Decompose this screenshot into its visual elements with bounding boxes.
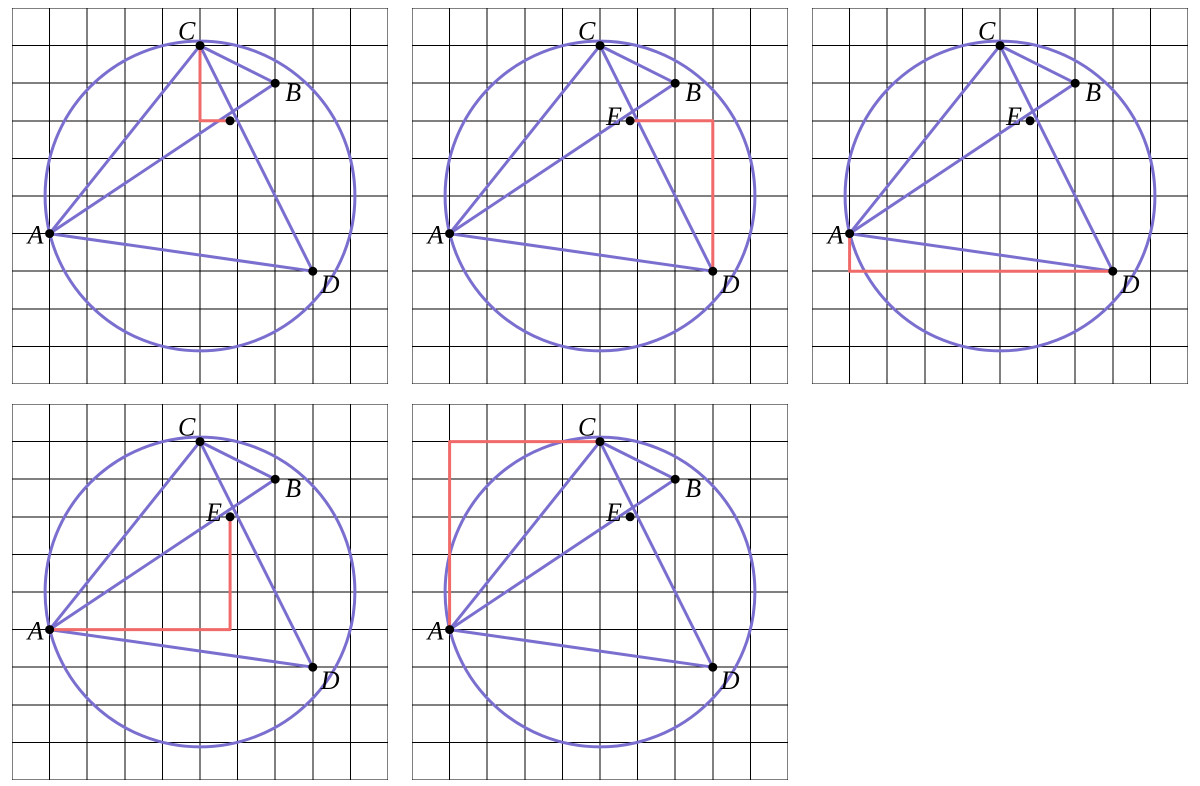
label-C: C (578, 17, 596, 46)
point-C (596, 437, 605, 446)
point-C (596, 41, 605, 50)
point-D (708, 267, 717, 276)
panel-4-svg: A B C D E (12, 404, 388, 780)
panel-1: A B C D (12, 8, 388, 384)
point-E (1026, 116, 1035, 125)
point-A (445, 625, 454, 634)
point-E (626, 116, 635, 125)
point-D (708, 663, 717, 672)
point-B (271, 475, 280, 484)
label-E: E (1005, 102, 1022, 131)
panel-1-svg: A B C D (12, 8, 388, 384)
label-A: A (826, 221, 844, 250)
point-intersection (226, 116, 235, 125)
label-B: B (1085, 78, 1101, 107)
point-A (45, 229, 54, 238)
panel-2: A B C D E (412, 8, 788, 384)
label-A: A (426, 617, 444, 646)
point-A (445, 229, 454, 238)
label-D: D (1120, 270, 1140, 299)
label-D: D (720, 666, 740, 695)
label-D: D (320, 666, 340, 695)
point-C (196, 437, 205, 446)
label-D: D (720, 270, 740, 299)
panel-5-svg: A B C D E (412, 404, 788, 780)
panel-5: A B C D E (412, 404, 788, 780)
point-A (45, 625, 54, 634)
label-B: B (285, 474, 301, 503)
panel-4: A B C D E (12, 404, 388, 780)
point-E (226, 512, 235, 521)
label-E: E (605, 498, 622, 527)
point-D (1108, 267, 1117, 276)
label-C: C (578, 413, 596, 442)
point-B (671, 79, 680, 88)
label-A: A (26, 221, 44, 250)
label-C: C (978, 17, 996, 46)
figure-stage: A B C D A B C D E A B C D E A B C D E A B C D E (0, 0, 1200, 786)
label-C: C (178, 413, 196, 442)
panel-2-svg: A B C D E (412, 8, 788, 384)
label-B: B (685, 474, 701, 503)
label-B: B (685, 78, 701, 107)
label-E: E (605, 102, 622, 131)
label-A: A (26, 617, 44, 646)
point-C (196, 41, 205, 50)
point-B (671, 475, 680, 484)
label-C: C (178, 17, 196, 46)
point-B (1071, 79, 1080, 88)
panel-3: A B C D E (812, 8, 1188, 384)
label-D: D (320, 270, 340, 299)
point-D (308, 267, 317, 276)
label-E: E (205, 498, 222, 527)
point-A (845, 229, 854, 238)
point-D (308, 663, 317, 672)
point-C (996, 41, 1005, 50)
label-A: A (426, 221, 444, 250)
point-B (271, 79, 280, 88)
point-E (626, 512, 635, 521)
panel-3-svg: A B C D E (812, 8, 1188, 384)
label-B: B (285, 78, 301, 107)
